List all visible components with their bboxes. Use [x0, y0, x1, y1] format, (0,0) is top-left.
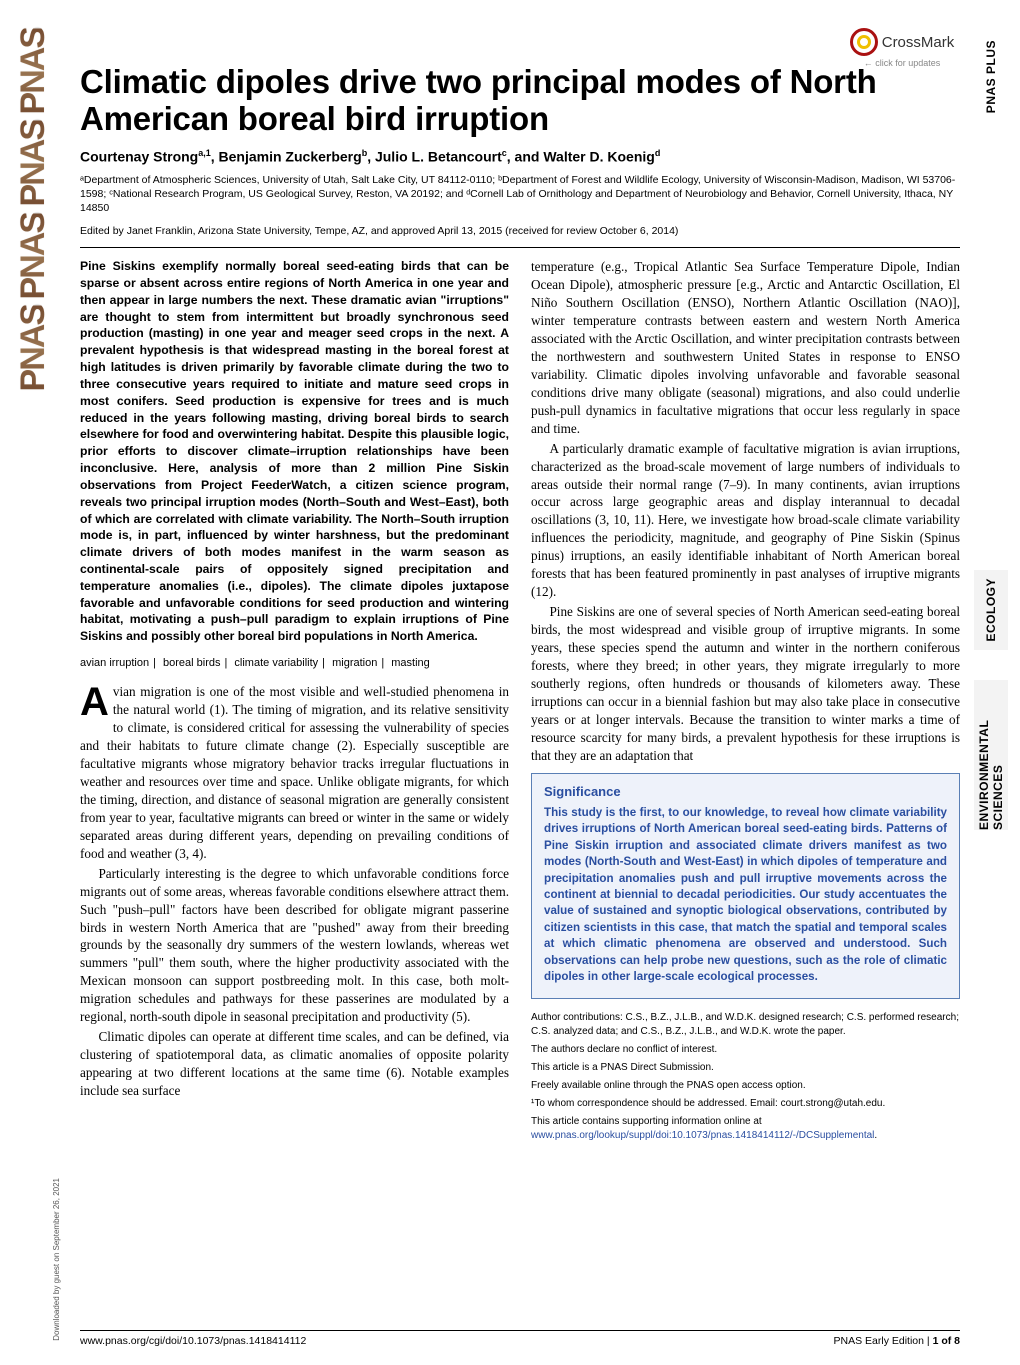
page-footer: www.pnas.org/cgi/doi/10.1073/pnas.141841… — [80, 1330, 960, 1347]
article-title: Climatic dipoles drive two principal mod… — [80, 64, 960, 138]
keyword: masting — [391, 657, 430, 669]
conflict-statement: The authors declare no conflict of inter… — [531, 1043, 960, 1057]
supplemental-link[interactable]: www.pnas.org/lookup/suppl/doi:10.1073/pn… — [531, 1130, 874, 1141]
side-tab-label: ECOLOGY — [984, 578, 998, 642]
keyword: avian irruption — [80, 657, 149, 669]
direct-submission: This article is a PNAS Direct Submission… — [531, 1061, 960, 1075]
side-tab-environmental: ENVIRONMENTAL SCIENCES — [974, 680, 1008, 830]
body-text: temperature (e.g., Tropical Atlantic Sea… — [531, 258, 960, 765]
pnas-left-strip: PNAS PNAS PNAS PNAS — [10, 28, 56, 1338]
side-tab-pnas-plus: PNAS PLUS — [974, 32, 1008, 122]
significance-text: This study is the first, to our knowledg… — [544, 805, 947, 986]
body-text: Avian migration is one of the most visib… — [80, 683, 509, 1100]
crossmark-badge[interactable]: CrossMark ← click for updates — [842, 28, 962, 68]
side-tab-label: PNAS PLUS — [984, 40, 998, 113]
divider — [80, 247, 960, 248]
crossmark-sublabel: ← click for updates — [864, 58, 941, 68]
significance-box: Significance This study is the first, to… — [531, 773, 960, 999]
significance-title: Significance — [544, 784, 947, 799]
open-access: Freely available online through the PNAS… — [531, 1079, 960, 1093]
keyword: migration — [332, 657, 377, 669]
keywords: avian irruption| boreal birds| climate v… — [80, 657, 509, 669]
edited-by: Edited by Janet Franklin, Arizona State … — [80, 225, 960, 237]
side-tab-ecology: ECOLOGY — [974, 570, 1008, 650]
download-note: Downloaded by guest on September 26, 202… — [52, 1178, 61, 1341]
body-paragraph: Climatic dipoles can operate at differen… — [80, 1028, 509, 1100]
supplemental-info: This article contains supporting informa… — [531, 1115, 960, 1143]
keyword: boreal birds — [163, 657, 220, 669]
side-tab-label: ENVIRONMENTAL SCIENCES — [977, 680, 1005, 830]
pnas-logo: PNAS — [14, 28, 53, 114]
author-contributions: Author contributions: C.S., B.Z., J.L.B.… — [531, 1011, 960, 1039]
pnas-logo: PNAS — [14, 305, 53, 391]
footer-doi[interactable]: www.pnas.org/cgi/doi/10.1073/pnas.141841… — [80, 1335, 306, 1347]
pnas-logo: PNAS — [14, 213, 53, 299]
body-paragraph: temperature (e.g., Tropical Atlantic Sea… — [531, 258, 960, 438]
correspondence-email[interactable]: court.strong@utah.edu. — [781, 1098, 886, 1109]
footer-page-number: 1 of 8 — [933, 1335, 960, 1347]
author-list: Courtenay Stronga,1, Benjamin Zuckerberg… — [80, 148, 960, 165]
dropcap: A — [80, 683, 113, 719]
abstract: Pine Siskins exemplify normally boreal s… — [80, 258, 509, 645]
correspondence: ¹To whom correspondence should be addres… — [531, 1097, 960, 1111]
pnas-logo: PNAS — [14, 120, 53, 206]
affiliations: ᵃDepartment of Atmospheric Sciences, Uni… — [80, 173, 960, 216]
body-paragraph: Pine Siskins are one of several species … — [531, 603, 960, 765]
body-paragraph: vian migration is one of the most visibl… — [80, 684, 509, 861]
pnas-logo-stack: PNAS PNAS PNAS — [14, 120, 53, 391]
keyword: climate variability — [234, 657, 318, 669]
footnotes: Author contributions: C.S., B.Z., J.L.B.… — [531, 1011, 960, 1143]
body-paragraph: A particularly dramatic example of facul… — [531, 440, 960, 602]
crossmark-icon — [850, 28, 878, 56]
body-paragraph: Particularly interesting is the degree t… — [80, 865, 509, 1027]
crossmark-label: CrossMark — [882, 34, 955, 51]
footer-edition: PNAS Early Edition | — [834, 1335, 933, 1347]
